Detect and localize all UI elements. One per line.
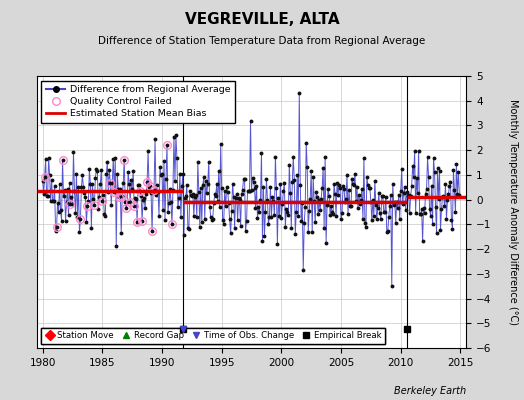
Text: Difference of Station Temperature Data from Regional Average: Difference of Station Temperature Data f… — [99, 36, 425, 46]
Y-axis label: Monthly Temperature Anomaly Difference (°C): Monthly Temperature Anomaly Difference (… — [508, 99, 518, 325]
Text: VEGREVILLE, ALTA: VEGREVILLE, ALTA — [184, 12, 340, 27]
Legend: Station Move, Record Gap, Time of Obs. Change, Empirical Break: Station Move, Record Gap, Time of Obs. C… — [41, 328, 385, 344]
Text: Berkeley Earth: Berkeley Earth — [394, 386, 466, 396]
